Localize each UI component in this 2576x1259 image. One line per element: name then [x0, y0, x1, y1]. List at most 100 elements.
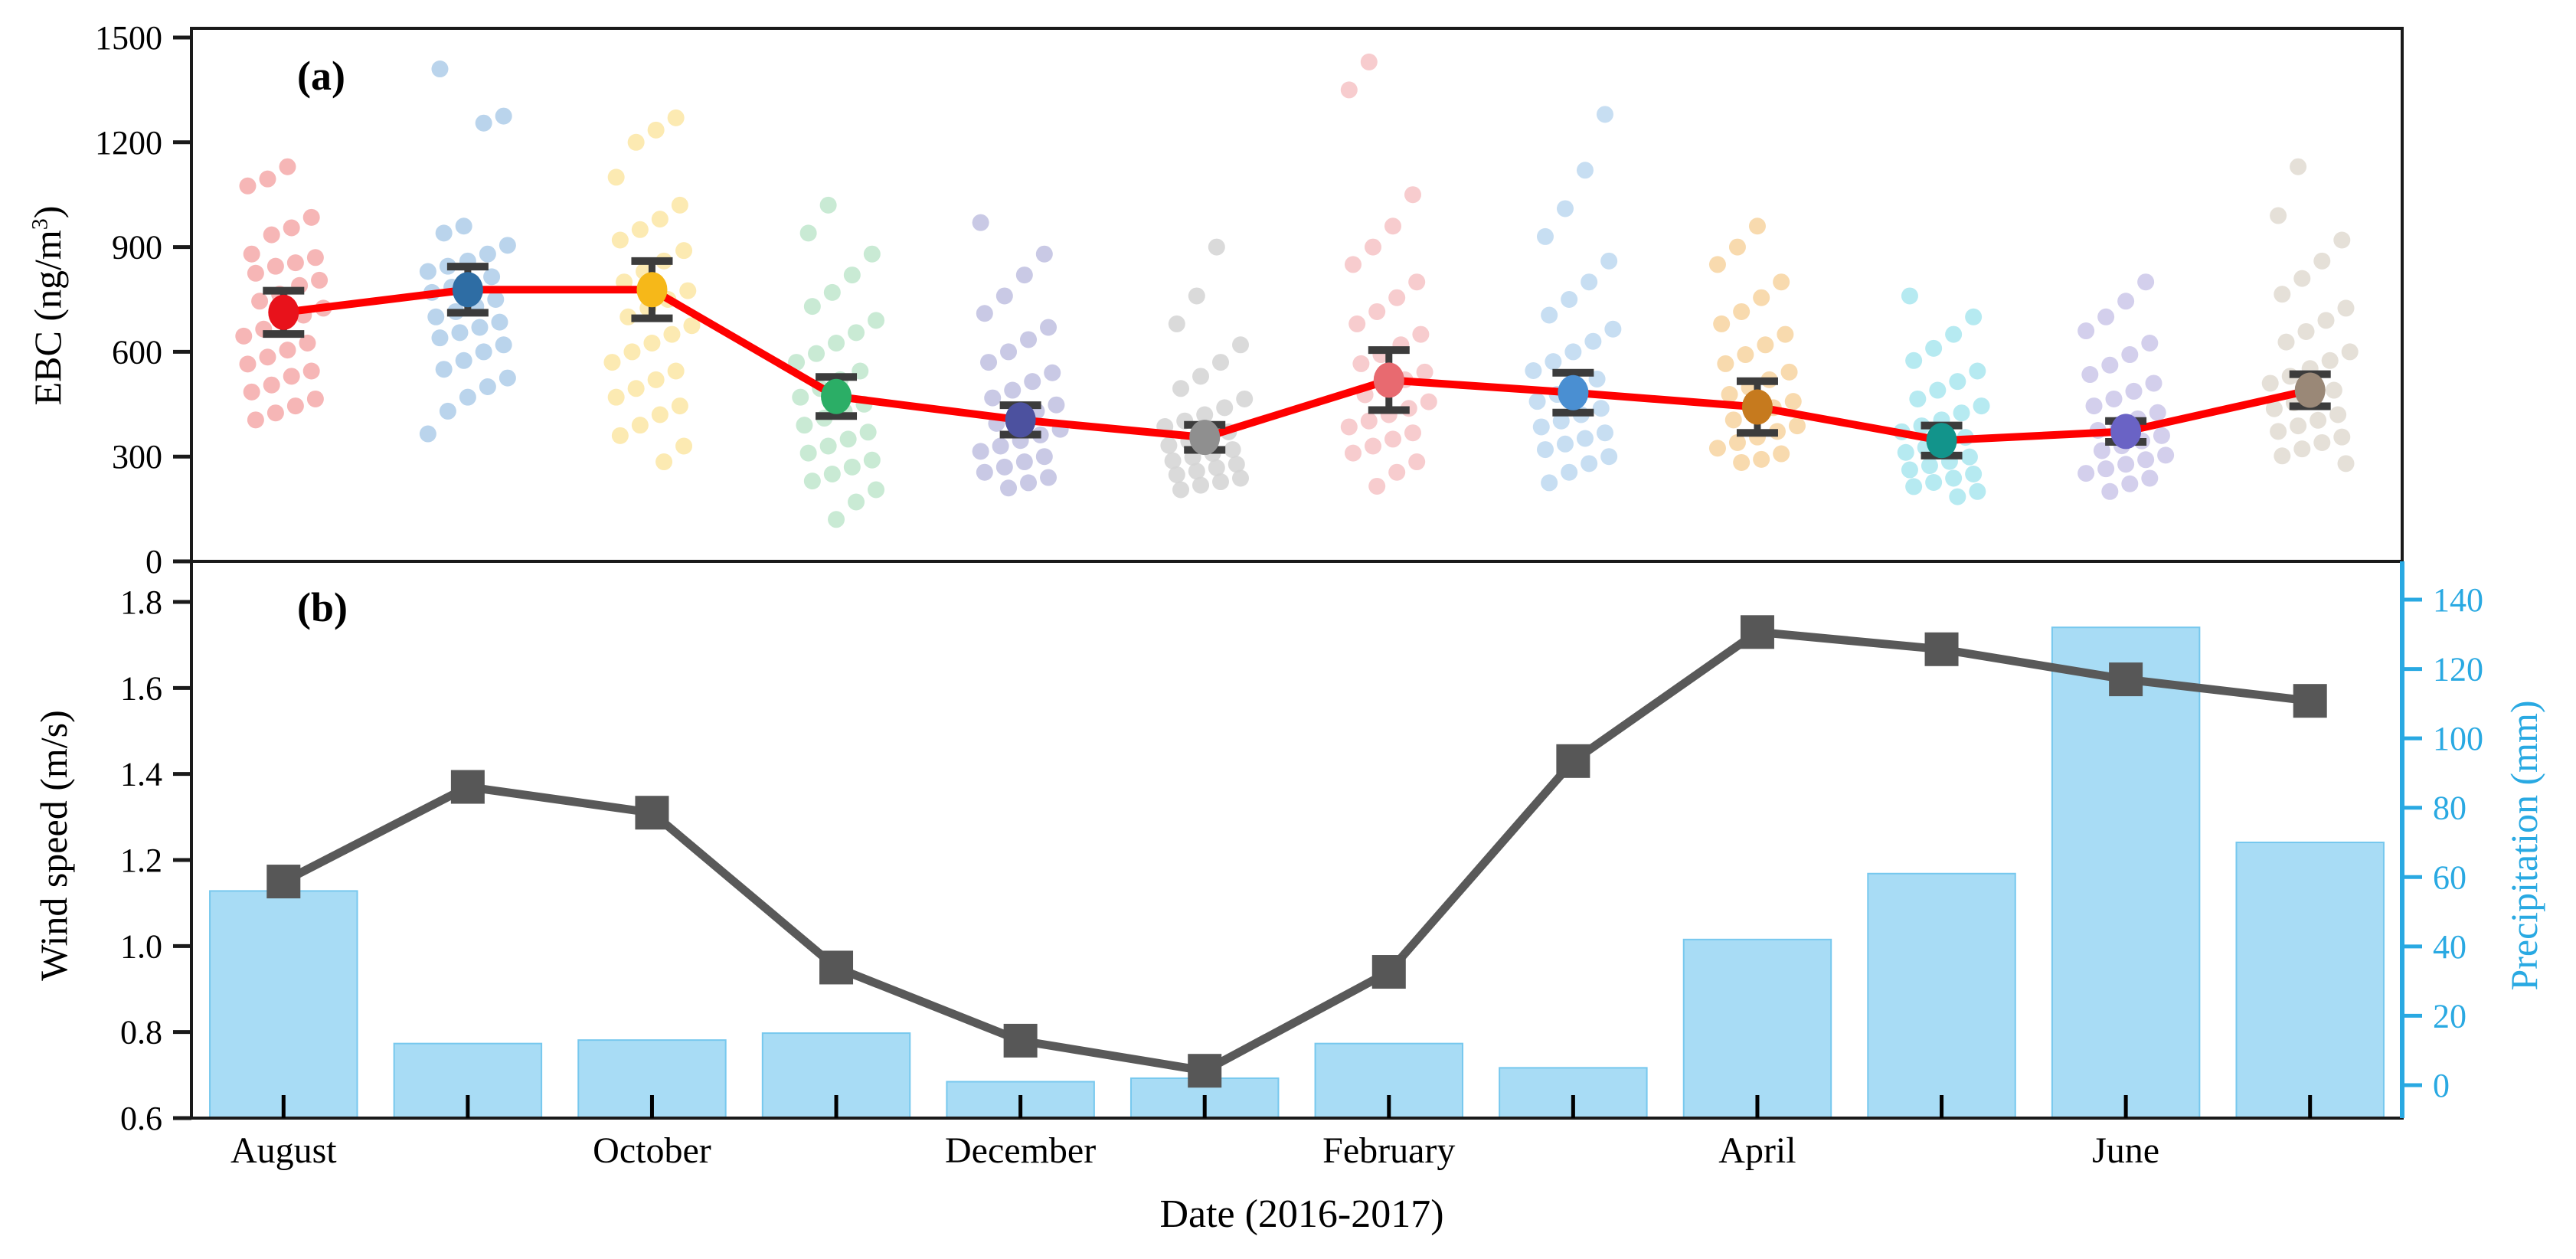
- ebc-scatter-point: [1721, 386, 1738, 404]
- ebc-scatter-point: [2153, 427, 2170, 444]
- ebc-scatter-point: [675, 242, 693, 260]
- ebc-scatter-point: [2117, 456, 2135, 473]
- ebc-label-main: EBC (ng/m: [26, 230, 69, 406]
- ebc-scatter-point: [1232, 336, 1250, 354]
- ebc-scatter-point: [1015, 267, 1033, 284]
- ebc-scatter-point: [243, 245, 260, 263]
- ebc-scatter-point: [1404, 424, 1421, 442]
- ebc-scatter-point: [683, 317, 701, 335]
- ebc-scatter-point: [279, 158, 296, 175]
- ebc-scatter-point: [2333, 231, 2351, 249]
- wind-speed-line: [281, 627, 2311, 1075]
- wind-speed-marker: [266, 865, 301, 899]
- ebc-scatter-point: [788, 354, 806, 371]
- x-axis-title: Date (2016-2017): [1159, 1192, 1444, 1236]
- ebc-scatter-point: [655, 453, 673, 471]
- ebc-scatter-point: [431, 329, 449, 347]
- ebc-scatter-point: [2310, 411, 2327, 429]
- ebc-scatter-point: [1236, 390, 1254, 407]
- ebc-scatter-point: [239, 355, 257, 373]
- ebc-scatter-point: [1596, 424, 1613, 442]
- ebc-scatter-point: [1945, 469, 1963, 487]
- ebc-scatter-point: [1753, 289, 1770, 306]
- ebc-scatter-point: [1909, 390, 1927, 407]
- ebc-scatter-point: [419, 425, 436, 443]
- ebc-scatter-point: [2077, 322, 2095, 340]
- ebc-scatter-point: [651, 406, 669, 423]
- ebc-scatter-point: [1724, 411, 1742, 429]
- ebc-scatter-point: [1168, 466, 1185, 483]
- ebc-scatter-point: [1160, 437, 1178, 454]
- ebc-scatter-point: [819, 196, 837, 214]
- ebc-scatter-point: [1604, 320, 1622, 338]
- ebc-scatter-point: [2297, 322, 2315, 340]
- ebc-scatter-point: [1364, 238, 1381, 256]
- ebc-scatter-point: [1960, 448, 1978, 466]
- ebc-scatter-point: [671, 196, 688, 214]
- ebc-scatter-point: [1541, 474, 1558, 492]
- ebc-scatter-point: [808, 345, 825, 362]
- ebc-scatter-point: [2265, 400, 2283, 417]
- ebc-scatter-point: [607, 168, 625, 186]
- ebc-scatter-point: [972, 214, 989, 231]
- ebc-scatter-point: [451, 324, 469, 342]
- ebc-scatter-point: [1901, 461, 1918, 479]
- ebc-scatter-point: [1364, 437, 1381, 455]
- ebc-scatter-point: [1713, 315, 1731, 332]
- ebc-scatter-point: [2141, 335, 2159, 352]
- ebc-scatter-point: [796, 417, 813, 434]
- ebc-scatter-point: [2293, 440, 2311, 458]
- ebc-scatter-point: [1048, 396, 1065, 414]
- panel-b-left-y-tick-label: 1.8: [120, 584, 162, 621]
- ebc-scatter-point: [1561, 463, 1578, 481]
- ebc-scatter-point: [306, 249, 324, 267]
- ebc-scatter-point: [843, 458, 861, 476]
- ebc-scatter-point: [799, 224, 817, 242]
- ebc-mean-marker: [1373, 362, 1404, 398]
- ebc-scatter-point: [1905, 478, 1923, 495]
- ebc-scatter-point: [1753, 450, 1770, 468]
- panel-a-y-tick-label: 300: [112, 438, 162, 476]
- ebc-scatter-point: [803, 298, 821, 316]
- ebc-scatter-point: [643, 335, 661, 352]
- ebc-scatter-point: [671, 397, 688, 415]
- precip-y-tick-label: 80: [2433, 790, 2466, 827]
- ebc-scatter-point: [487, 291, 505, 308]
- ebc-scatter-point: [2117, 293, 2135, 310]
- precip-bar: [761, 1032, 911, 1119]
- ebc-scatter-point: [1728, 433, 1746, 451]
- ebc-mean-marker: [1005, 402, 1036, 438]
- ebc-scatter-point: [1949, 373, 1966, 391]
- month-tick-label: June: [2092, 1130, 2159, 1171]
- ebc-scatter-point: [2290, 417, 2307, 435]
- ebc-scatter-point: [1897, 443, 1914, 461]
- ebc-scatter-point: [2277, 333, 2295, 351]
- ebc-scatter-point: [1901, 287, 1918, 305]
- ebc-scatter-point: [863, 451, 881, 469]
- precip-y-tick-label: 60: [2433, 858, 2466, 896]
- ebc-scatter-point: [299, 335, 316, 352]
- ebc-scatter-point: [247, 264, 264, 282]
- wind-speed-marker: [2293, 684, 2327, 718]
- ebc-scatter-point: [1040, 319, 1058, 336]
- ebc-scatter-point: [1168, 315, 1185, 332]
- ebc-label-sup: 3: [27, 218, 53, 231]
- ebc-scatter-point: [1020, 474, 1038, 492]
- ebc-mean-marker: [1926, 423, 1957, 459]
- ebc-scatter-point: [863, 245, 881, 263]
- ebc-scatter-point: [2270, 207, 2287, 224]
- ebc-scatter-point: [1728, 238, 1746, 256]
- ebc-scatter-point: [1576, 162, 1594, 179]
- ebc-scatter-point: [455, 352, 472, 369]
- panel-a-y-tick-label: 900: [112, 229, 162, 267]
- ebc-scatter-point: [2105, 390, 2123, 407]
- ebc-scatter-point: [1216, 399, 1234, 417]
- ebc-scatter-point: [1388, 289, 1406, 306]
- ebc-scatter-point: [2157, 446, 2175, 464]
- ebc-scatter-point: [266, 257, 284, 275]
- ebc-scatter-point: [1969, 482, 1986, 500]
- month-tick-label: October: [593, 1130, 711, 1171]
- ebc-scatter-point: [848, 324, 865, 342]
- ebc-scatter-point: [239, 177, 257, 195]
- ebc-scatter-point: [651, 211, 669, 228]
